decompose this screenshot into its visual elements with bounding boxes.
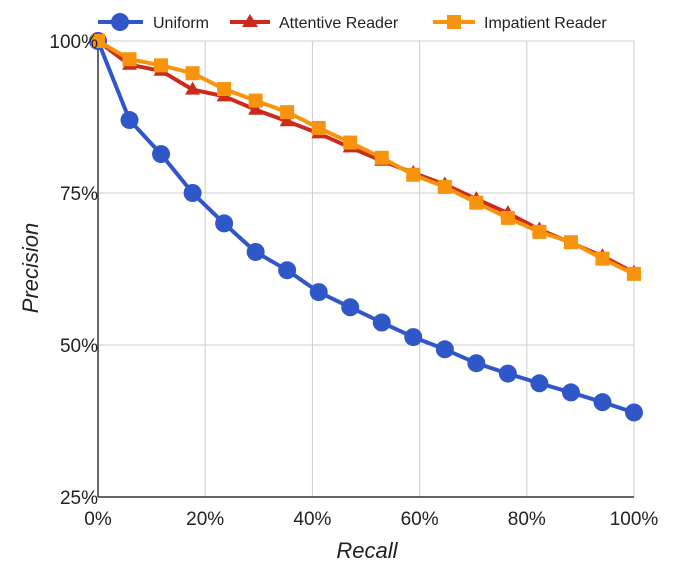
data-point-uniform [435, 340, 454, 359]
legend-marker-uniform [111, 13, 129, 31]
data-point-uniform [530, 374, 549, 393]
legend-item-impatient-reader[interactable]: Impatient Reader [433, 15, 607, 32]
legend-label-impatient-reader: Impatient Reader [484, 15, 607, 32]
data-point-impatient-reader [469, 195, 484, 210]
x-tick-label: 20% [186, 509, 224, 530]
data-point-uniform [467, 354, 486, 373]
legend-label-attentive-reader: Attentive Reader [279, 15, 399, 32]
data-point-impatient-reader [343, 135, 358, 150]
legend-marker-impatient-reader [447, 15, 461, 29]
data-point-uniform [625, 403, 643, 422]
grid-layer [97, 40, 635, 497]
legend-item-uniform[interactable]: Uniform [98, 13, 209, 32]
data-point-impatient-reader [532, 224, 547, 239]
legend: Uniform Attentive Reader Impatient Reade… [98, 13, 607, 32]
data-point-attentive-reader [248, 101, 264, 115]
data-point-uniform [152, 145, 171, 164]
data-point-uniform [120, 111, 139, 130]
x-tick-label: 40% [293, 509, 331, 530]
data-point-uniform [278, 261, 297, 280]
data-point-impatient-reader [406, 167, 421, 182]
series-uniform [89, 32, 643, 422]
data-point-attentive-reader [279, 113, 295, 127]
data-point-impatient-reader [437, 179, 452, 194]
data-point-impatient-reader [217, 82, 232, 97]
data-point-impatient-reader [311, 120, 326, 135]
y-tick-label: 100% [49, 32, 98, 53]
x-tick-label: 0% [84, 509, 112, 530]
data-point-uniform [593, 393, 612, 412]
data-point-impatient-reader [248, 93, 263, 108]
x-tick-label: 60% [401, 509, 439, 530]
data-point-impatient-reader [595, 251, 610, 266]
data-point-uniform [215, 214, 234, 233]
x-tick-label: 80% [508, 509, 546, 530]
data-point-uniform [561, 383, 580, 402]
data-point-attentive-reader [185, 81, 201, 95]
data-point-uniform [309, 283, 328, 302]
data-point-impatient-reader [122, 52, 137, 67]
axes-layer [97, 41, 634, 498]
series-impatient-reader [91, 34, 641, 281]
data-point-impatient-reader [280, 105, 295, 120]
data-point-uniform [404, 328, 423, 347]
series-line-uniform [96, 40, 635, 415]
data-point-uniform [341, 298, 360, 317]
x-axis-title: Recall [336, 538, 398, 563]
data-point-impatient-reader [627, 266, 641, 281]
data-point-impatient-reader [374, 150, 389, 165]
data-point-uniform [498, 364, 517, 383]
data-point-impatient-reader [185, 66, 200, 81]
y-tick-label: 50% [60, 336, 98, 357]
data-point-uniform [372, 313, 391, 332]
data-point-impatient-reader [500, 210, 515, 225]
series-line-impatient-reader [96, 39, 635, 276]
data-point-impatient-reader [154, 58, 169, 73]
legend-item-attentive-reader[interactable]: Attentive Reader [230, 14, 399, 32]
ticks-layer: 0% 20% 40% 60% 80% 100% 25% 50% 75% 100% [49, 32, 658, 530]
x-tick-label: 100% [610, 509, 659, 530]
data-point-impatient-reader [563, 235, 578, 250]
series-layer [89, 32, 643, 422]
legend-marker-attentive-reader [242, 14, 258, 27]
y-tick-label: 75% [60, 184, 98, 205]
y-axis-title: Precision [18, 223, 43, 313]
y-tick-label: 25% [60, 488, 98, 509]
data-point-impatient-reader [91, 34, 105, 48]
data-point-uniform [246, 242, 265, 261]
data-point-uniform [183, 184, 202, 202]
legend-label-uniform: Uniform [153, 15, 209, 32]
